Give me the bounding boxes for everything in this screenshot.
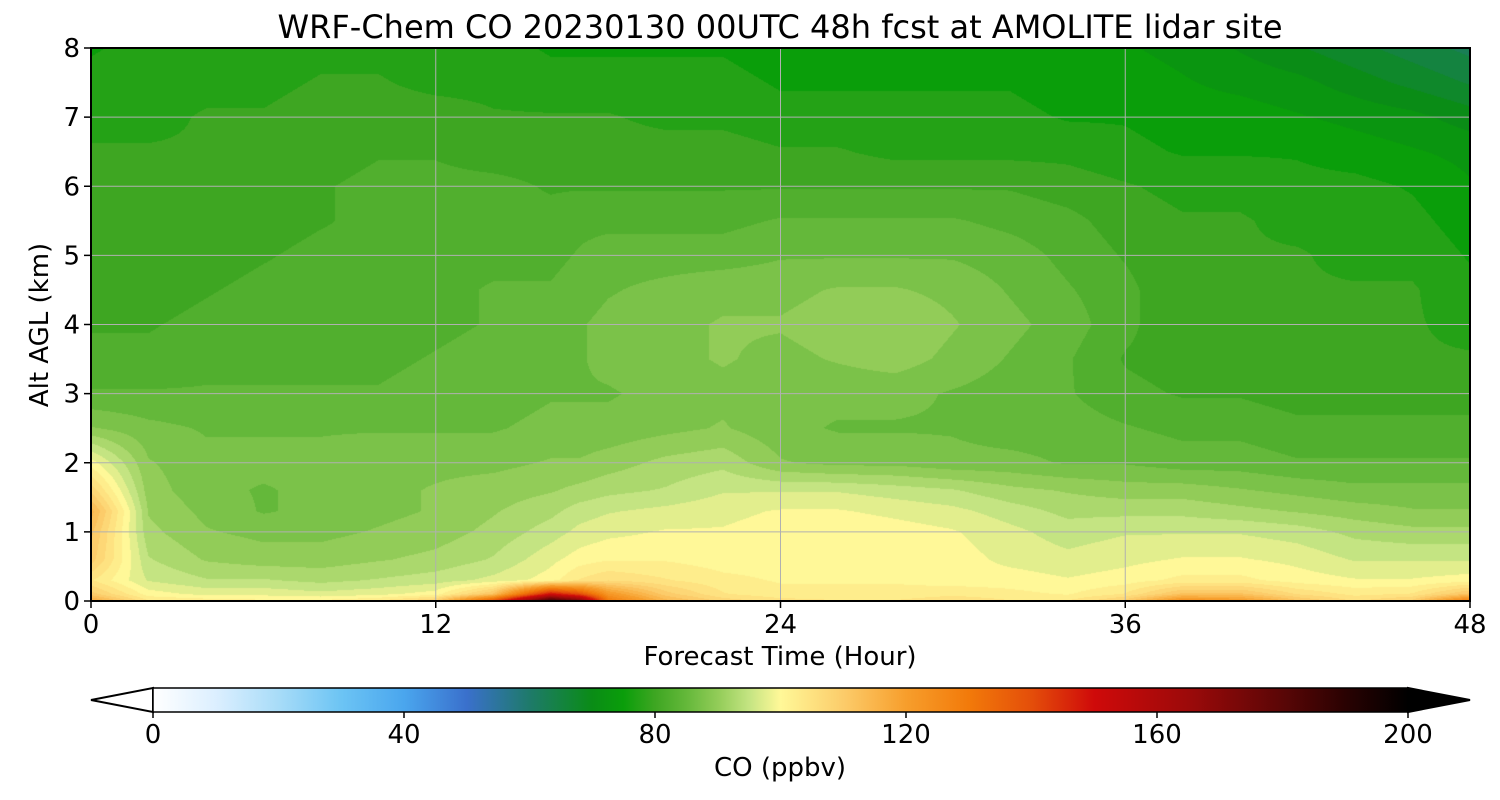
x-tick-label: 12 — [419, 610, 452, 640]
colorbar-over-arrow — [1407, 686, 1471, 714]
x-tick-label: 48 — [1453, 610, 1486, 640]
colorbar-tick-label: 160 — [1132, 720, 1182, 750]
y-tick-label: 7 — [63, 103, 80, 133]
colorbar-under-arrow — [90, 686, 154, 714]
y-tick-label: 8 — [63, 34, 80, 64]
colorbar-gradient — [152, 687, 1409, 713]
colorbar: 0 40 80 120 160 200 — [90, 686, 1471, 750]
x-tick-label: 24 — [764, 610, 797, 640]
colorbar-tick-label: 120 — [881, 720, 931, 750]
x-tick-label: 36 — [1109, 610, 1142, 640]
y-tick-label: 2 — [63, 449, 80, 479]
colorbar-tick-label: 80 — [638, 720, 671, 750]
x-axis-ticks: 0 12 24 36 48 — [83, 601, 1487, 640]
y-tick-label: 6 — [63, 172, 80, 202]
colorbar-tick-label: 200 — [1383, 720, 1433, 750]
y-tick-label: 4 — [63, 311, 80, 341]
x-axis-label: Forecast Time (Hour) — [643, 642, 916, 672]
colorbar-tick-label: 40 — [387, 720, 420, 750]
y-tick-label: 3 — [63, 380, 80, 410]
y-tick-label: 1 — [63, 518, 80, 548]
colorbar-ticks: 0 40 80 120 160 200 — [145, 712, 1433, 750]
y-tick-label: 5 — [63, 241, 80, 271]
y-tick-label: 0 — [63, 587, 80, 617]
y-axis-ticks: 0 1 2 3 4 5 6 7 8 — [63, 34, 91, 617]
colorbar-label: CO (ppbv) — [714, 753, 846, 783]
x-tick-label: 0 — [83, 610, 100, 640]
y-axis-label: Alt AGL (km) — [25, 243, 55, 407]
colorbar-tick-label: 0 — [145, 720, 162, 750]
chart-title: WRF-Chem CO 20230130 00UTC 48h fcst at A… — [277, 8, 1282, 46]
